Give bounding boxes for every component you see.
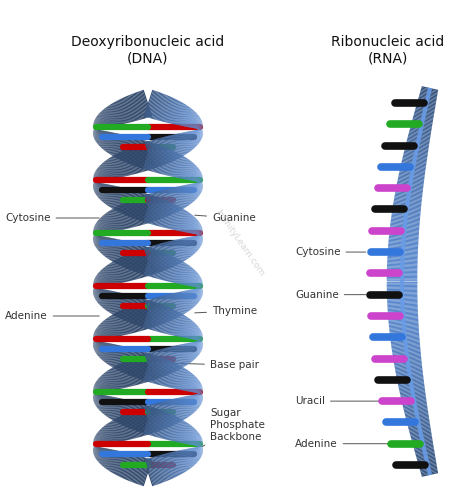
Text: Ribonucleic acid
(RNA): Ribonucleic acid (RNA) — [331, 35, 445, 65]
Text: Sugar
Phosphate
Backbone: Sugar Phosphate Backbone — [202, 408, 265, 447]
Text: Cytosine: Cytosine — [295, 247, 365, 257]
Text: Cytosine: Cytosine — [5, 213, 99, 223]
Text: Base pair: Base pair — [166, 360, 259, 370]
Text: Guanine: Guanine — [195, 213, 256, 223]
Text: InfinityLearn.com: InfinityLearn.com — [214, 208, 266, 278]
Text: Adenine: Adenine — [5, 311, 99, 321]
Text: Guanine: Guanine — [295, 290, 365, 300]
Text: Thymine: Thymine — [195, 306, 257, 316]
Text: Adenine: Adenine — [295, 439, 389, 449]
Text: Uracil: Uracil — [295, 396, 379, 406]
Text: Deoxyribonucleic acid
(DNA): Deoxyribonucleic acid (DNA) — [72, 35, 225, 65]
